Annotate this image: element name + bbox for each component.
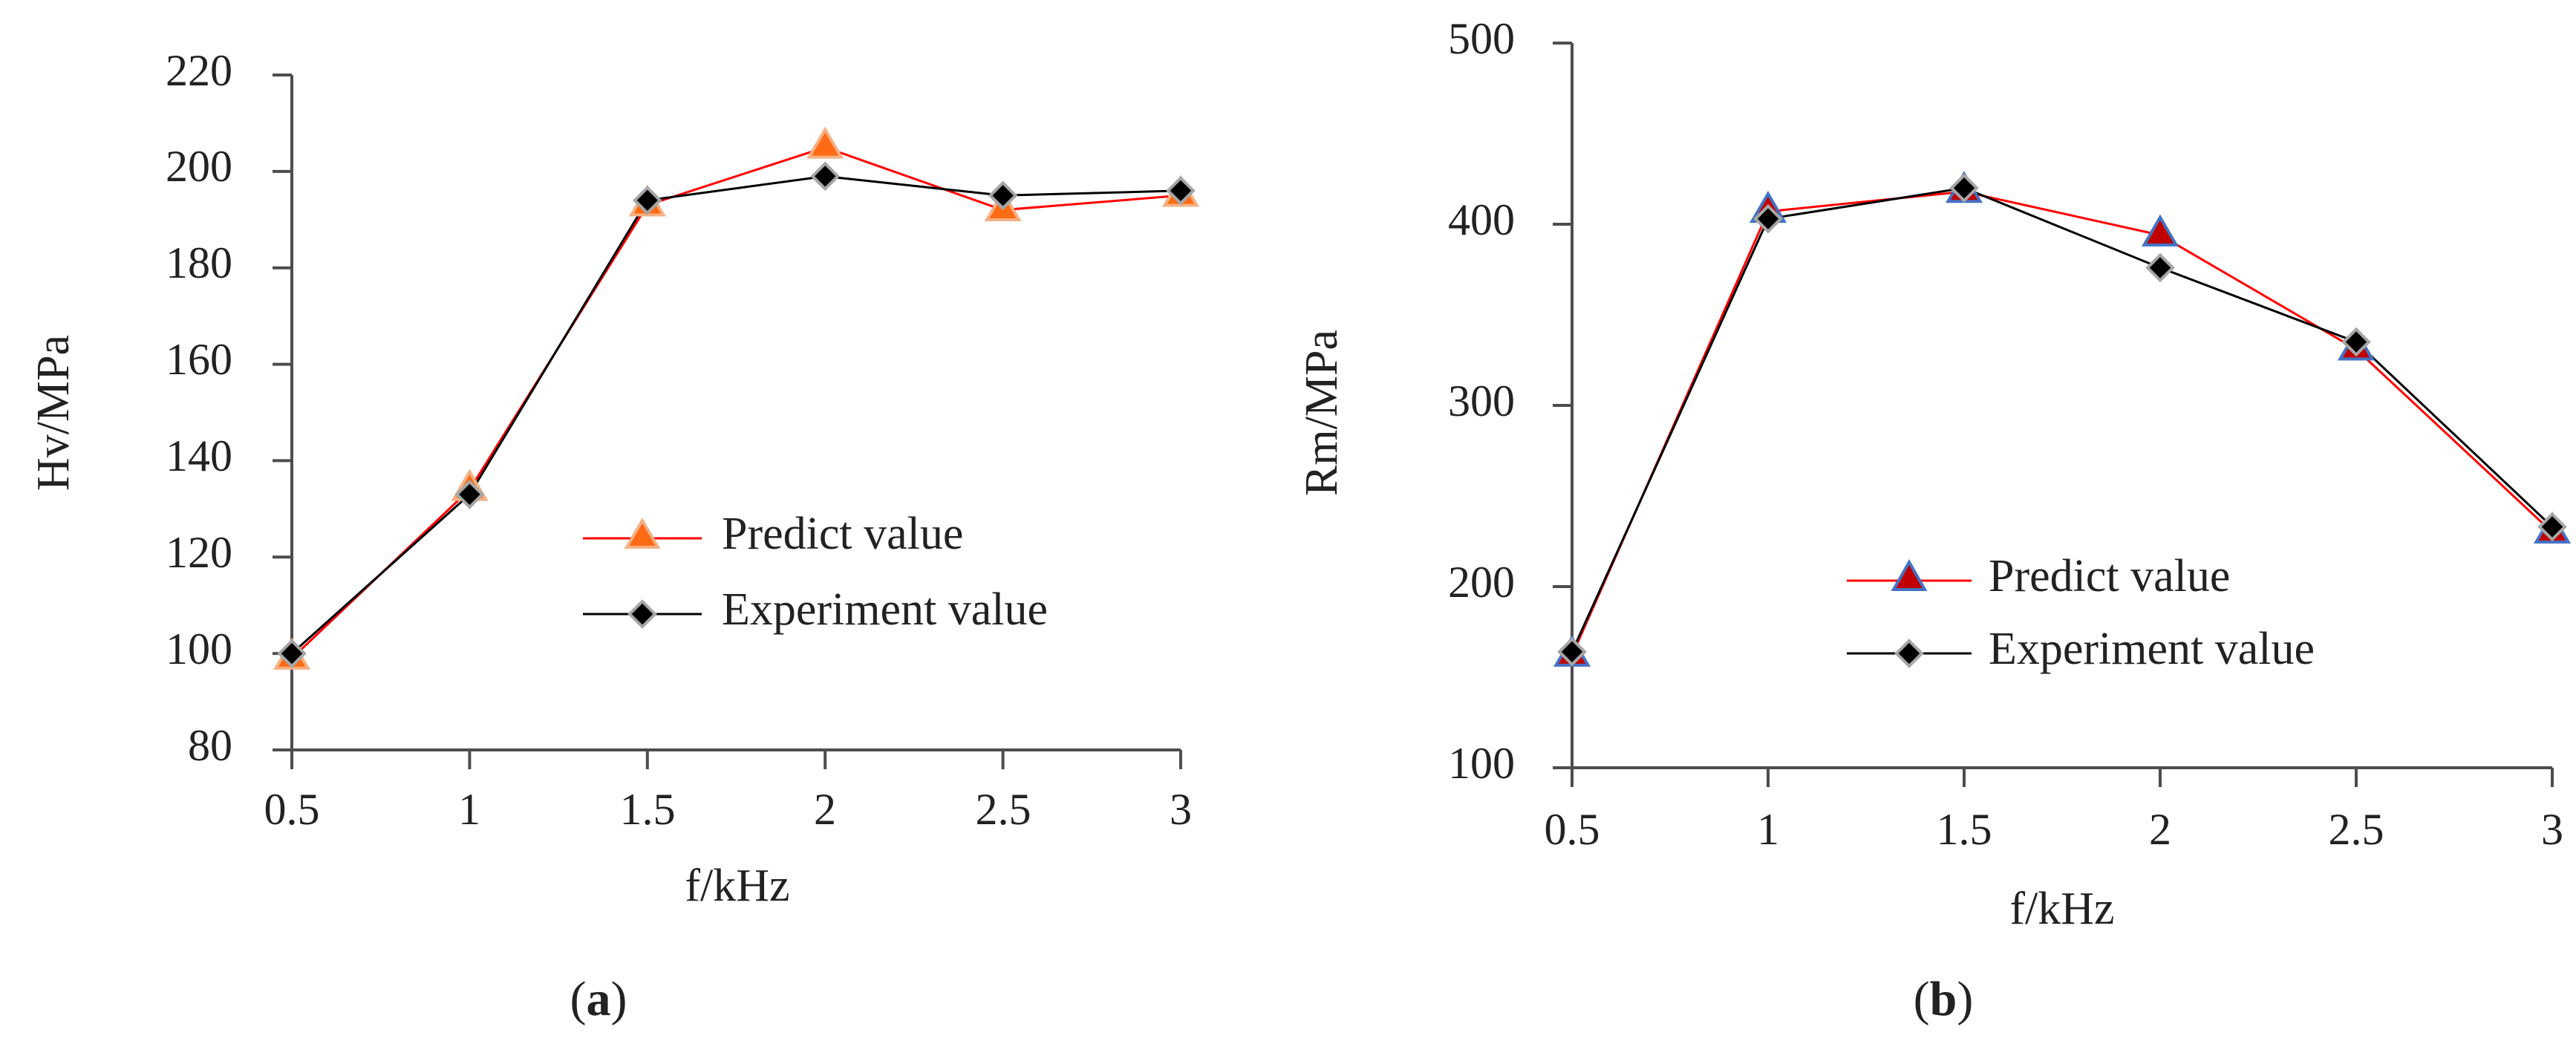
x-axis-ticks [290, 750, 1182, 769]
x-tick-label: 1 [458, 785, 480, 834]
series-line-experiment-value [290, 174, 1181, 655]
panel-label-a: (a) [570, 972, 627, 1026]
y-axis-title: Hv/MPa [28, 335, 79, 491]
y-tick-label: 180 [166, 238, 232, 287]
y-tick-label: 80 [188, 721, 232, 770]
data-point-diamond [632, 185, 662, 215]
y-axis-title: Rm/MPa [1297, 330, 1347, 496]
data-point-diamond [2145, 252, 2175, 283]
x-tick-label: 2 [2149, 805, 2171, 854]
legend-diamond-marker [1894, 639, 1924, 668]
y-tick-label: 400 [1448, 195, 1515, 244]
y-tick-label: 500 [1448, 14, 1515, 63]
data-point-diamond [810, 161, 841, 192]
legend-triangle-marker [1891, 558, 1928, 591]
plot-area [1553, 171, 2572, 667]
x-axis-ticks [1571, 768, 2554, 787]
x-axis-title: f/kHz [685, 861, 789, 911]
panel-label-close: ) [1957, 972, 1973, 1026]
data-point-diamond [277, 639, 307, 668]
data-point-diamond [988, 180, 1018, 211]
data-point-triangle [806, 126, 844, 159]
y-axis-ticks [273, 74, 292, 751]
panel-label-letter: a [587, 972, 611, 1026]
legend-diamond-marker [627, 599, 657, 629]
legend-label-predict: Predict value [1989, 551, 2230, 601]
series-line-experiment-value [1571, 186, 2554, 653]
panel-label-open: ( [1914, 972, 1930, 1026]
data-point-diamond [2537, 512, 2567, 542]
x-tick-label: 2.5 [2329, 805, 2384, 854]
series-line-predict-value [1571, 190, 2554, 656]
panel-label-close: ) [611, 972, 627, 1026]
panel-label-open: ( [570, 972, 587, 1026]
x-tick-label: 1 [1757, 805, 1779, 854]
y-tick-label: 220 [166, 46, 232, 95]
legend: Predict value Experiment value [1847, 551, 2315, 674]
data-point-diamond [1166, 176, 1196, 206]
data-point-diamond [2341, 327, 2371, 357]
y-tick-label: 120 [166, 528, 232, 577]
panel-label-b: (b) [1914, 972, 1974, 1026]
legend: Predict value Experiment value [583, 509, 1048, 635]
chart-panel-b: 100 200 300 400 500 0.5 1 1.5 2 2.5 3 f/… [1297, 14, 2572, 1026]
y-tick-label: 200 [166, 142, 232, 191]
x-tick-label: 0.5 [264, 785, 320, 834]
data-point-diamond [1949, 173, 1979, 203]
series-line-predict-value [290, 146, 1181, 659]
y-tick-label: 140 [166, 431, 232, 480]
x-tick-label: 1.5 [620, 785, 676, 834]
x-tick-label: 3 [2541, 805, 2563, 854]
x-tick-label: 2.5 [976, 785, 1031, 834]
y-tick-label: 100 [1448, 739, 1515, 788]
x-tick-label: 0.5 [1545, 805, 1600, 854]
legend-label-predict: Predict value [722, 509, 963, 559]
x-axis-title: f/kHz [2009, 884, 2114, 934]
y-tick-label: 300 [1448, 376, 1515, 425]
x-tick-label: 3 [1170, 785, 1192, 834]
plot-area [273, 126, 1200, 670]
x-tick-label: 2 [814, 785, 836, 834]
legend-triangle-marker [624, 518, 661, 549]
chart-panel-a: 80 100 120 140 160 180 200 220 0.5 1 1.5… [28, 46, 1200, 1026]
data-point-diamond [454, 480, 485, 509]
x-tick-label: 1.5 [1937, 805, 1992, 854]
data-point-diamond [1753, 203, 1783, 234]
y-tick-label: 160 [166, 335, 232, 384]
legend-label-experiment: Experiment value [1989, 624, 2315, 674]
y-axis-ticks [1553, 42, 1572, 769]
y-tick-label: 200 [1448, 558, 1515, 607]
data-point-triangle [2141, 214, 2179, 247]
data-point-diamond [1557, 637, 1587, 667]
legend-label-experiment: Experiment value [722, 584, 1048, 635]
panel-label-letter: b [1930, 972, 1957, 1026]
y-tick-label: 100 [166, 624, 232, 673]
